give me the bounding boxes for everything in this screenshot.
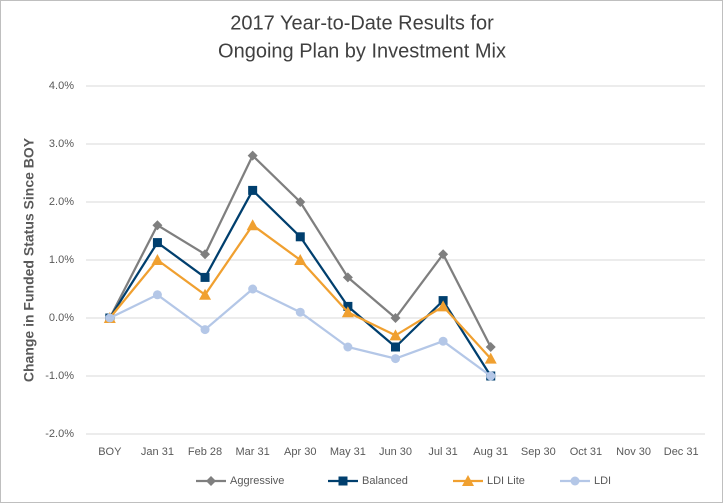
point (390, 313, 401, 323)
point (294, 254, 307, 265)
point (437, 300, 450, 312)
y-tick-label: 3.0% (49, 138, 74, 150)
point (343, 342, 353, 352)
point (438, 249, 449, 260)
y-axis-label: Change in Funded Status Since BOY (21, 137, 37, 382)
x-tick-label: BOY (98, 446, 122, 458)
point (199, 288, 212, 300)
legend-marker (570, 476, 580, 486)
x-tick-label: Nov 30 (616, 446, 651, 458)
point (200, 272, 210, 282)
x-tick-label: Feb 28 (188, 446, 222, 458)
point (486, 371, 496, 381)
point (295, 232, 305, 242)
x-tick-label: Jan 31 (141, 446, 174, 458)
chart-title: 2017 Year-to-Date Results for (230, 12, 494, 34)
y-tick-label: 0.0% (49, 312, 74, 324)
legend-label: Aggressive (230, 475, 284, 487)
chart-title: Ongoing Plan by Investment Mix (218, 40, 506, 62)
point (152, 290, 162, 300)
point (248, 284, 258, 294)
x-tick-label: Jun 30 (379, 446, 412, 458)
x-tick-label: Oct 31 (570, 446, 602, 458)
point (391, 354, 400, 364)
point (391, 342, 400, 352)
point (200, 325, 210, 335)
y-tick-label: 1.0% (49, 254, 74, 266)
legend-marker (338, 476, 348, 486)
point (248, 185, 258, 195)
y-tick-label: -1.0% (45, 370, 74, 382)
y-tick-label: -2.0% (45, 428, 74, 440)
point (295, 307, 305, 317)
x-tick-label: Dec 31 (664, 446, 699, 458)
x-tick-label: Aug 31 (473, 446, 508, 458)
legend-label: LDI Lite (487, 475, 525, 487)
x-tick-label: Jul 31 (428, 446, 457, 458)
x-tick-label: Sep 30 (521, 446, 556, 458)
point (295, 197, 306, 207)
y-tick-label: 4.0% (49, 80, 74, 92)
x-tick-label: Apr 30 (284, 446, 316, 458)
x-tick-label: May 31 (330, 446, 366, 458)
point (105, 313, 115, 323)
legend-label: LDI (594, 475, 611, 487)
point (152, 238, 162, 248)
x-tick-label: Mar 31 (236, 446, 270, 458)
point (246, 219, 259, 231)
point (342, 272, 353, 283)
legend-marker (206, 476, 216, 486)
point (200, 249, 211, 260)
point (247, 150, 258, 161)
point (151, 254, 164, 265)
y-tick-label: 2.0% (49, 196, 74, 208)
point (389, 329, 402, 341)
point (484, 352, 497, 364)
point (152, 220, 163, 231)
legend-label: Balanced (362, 475, 408, 487)
point (341, 306, 354, 318)
point (485, 342, 496, 352)
point (438, 336, 448, 346)
legend-marker (462, 475, 474, 486)
